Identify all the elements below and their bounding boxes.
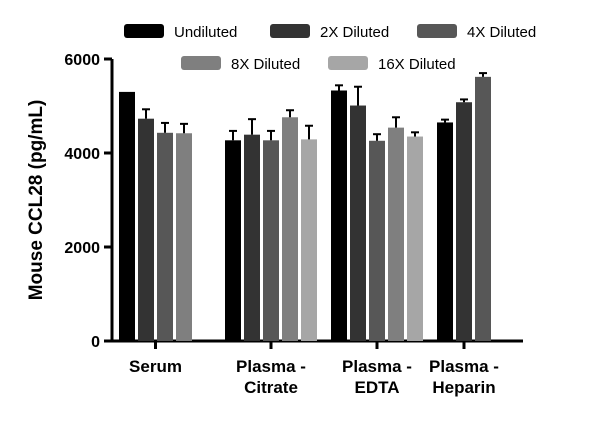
bar [119, 91, 135, 342]
x-tick-label: Plasma - [429, 357, 499, 376]
plot-area: 0 2000 4000 6000 Serum Plasma - Citrate Plasma … [64, 52, 523, 397]
legend-swatch [328, 56, 368, 70]
y-axis-label: Mouse CCL28 (pg/mL) [26, 100, 47, 301]
legend-label: 8X Diluted [231, 56, 300, 73]
bar [388, 127, 404, 342]
legend-swatch [270, 24, 310, 38]
x-tick-label: Plasma - [342, 357, 412, 376]
legend-label: Undiluted [174, 24, 237, 41]
bar [475, 76, 491, 342]
legend-label: 4X Diluted [467, 24, 536, 41]
legend-swatch [417, 24, 457, 38]
x-tick-label: EDTA [354, 378, 399, 397]
bar [282, 117, 298, 341]
y-tick-label: 4000 [64, 146, 100, 163]
x-tick-label: Plasma - [236, 357, 306, 376]
bar [263, 140, 279, 341]
legend-label: 2X Diluted [320, 24, 389, 41]
y-tick-label: 2000 [64, 240, 100, 257]
bar [225, 140, 241, 341]
bar [176, 133, 192, 341]
bar [301, 139, 317, 341]
legend: Undiluted 2X Diluted 4X Diluted 8X Diluted 1… [124, 24, 536, 73]
legend-swatch [124, 24, 164, 38]
bar [350, 105, 366, 341]
x-tick-label: Serum [129, 357, 182, 376]
y-tick-label: 6000 [64, 52, 100, 69]
bar [407, 136, 423, 341]
legend-swatch [181, 56, 221, 70]
x-tick-label: Heparin [432, 378, 495, 397]
bar [244, 134, 260, 341]
bar [331, 90, 347, 342]
x-tick-label: Citrate [244, 378, 298, 397]
y-tick-label: 0 [91, 334, 100, 351]
bar [369, 140, 385, 341]
bar [138, 118, 154, 341]
bar [456, 102, 472, 342]
bar [437, 122, 453, 341]
legend-label: 16X Diluted [378, 56, 456, 73]
bar [157, 132, 173, 341]
